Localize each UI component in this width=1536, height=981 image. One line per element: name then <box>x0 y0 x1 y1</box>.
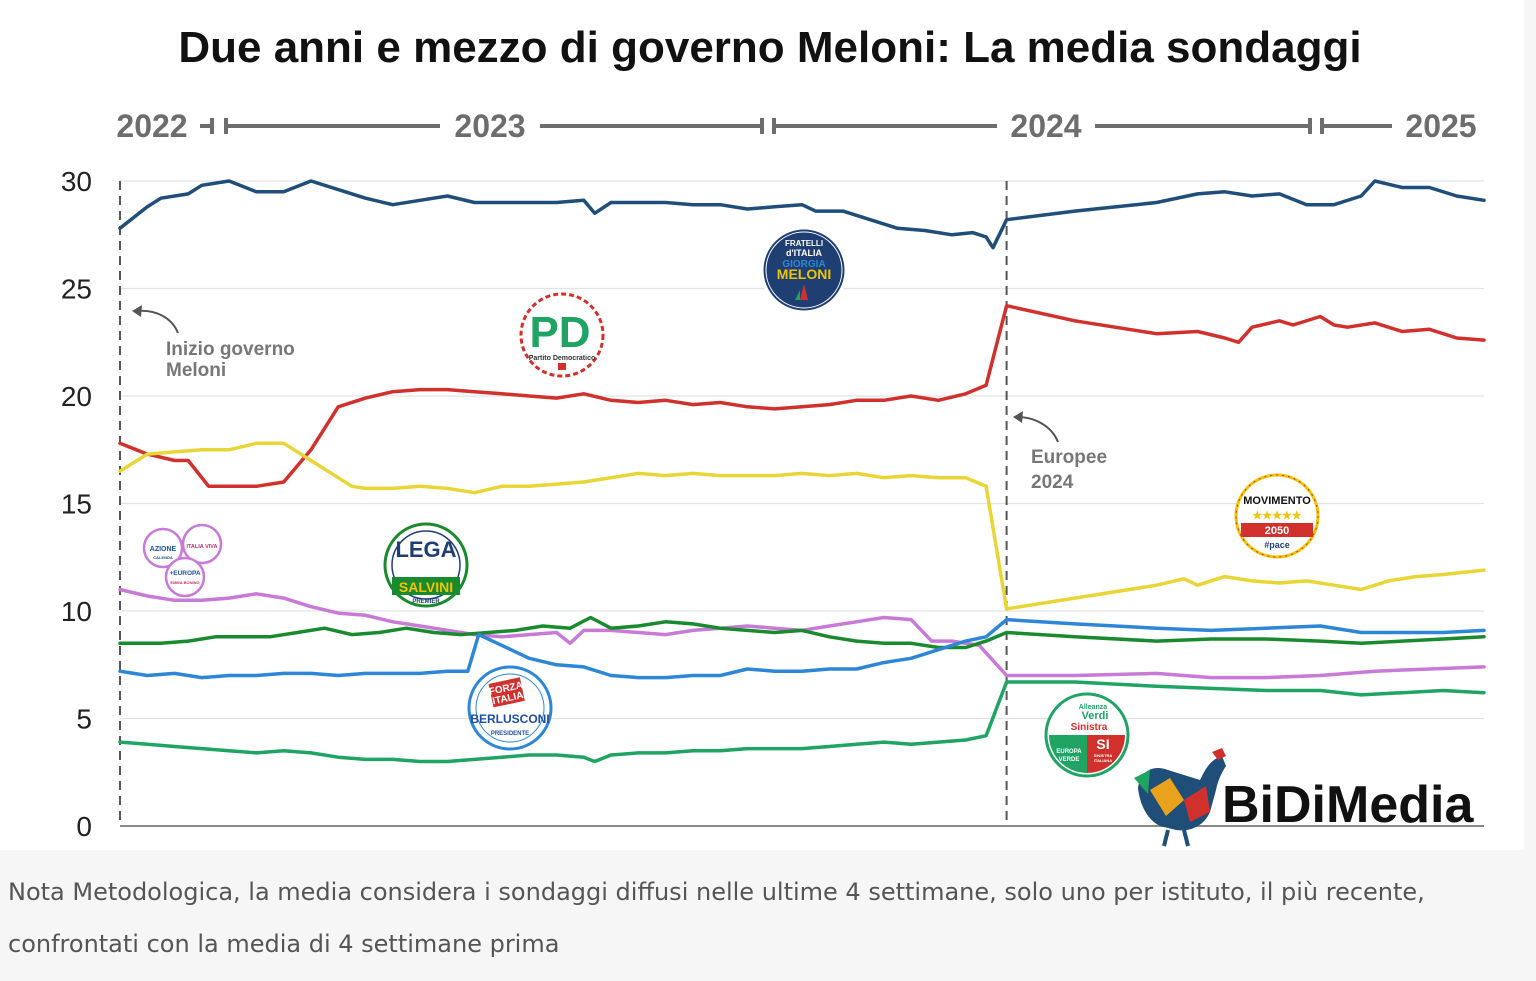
rooster-icon <box>1134 748 1226 847</box>
fdi-logo: FRATELLI d'ITALIA GIORGIA MELONI <box>760 226 848 314</box>
fdi-logo-line2: d'ITALIA <box>786 248 822 258</box>
y-tick-label-25: 25 <box>61 274 92 305</box>
avs-logo-line4: EUROPA <box>1056 749 1082 755</box>
year-label-2024: 2024 <box>1010 108 1081 144</box>
centro-logo-italiaviva: ITALIA VIVA <box>186 544 217 550</box>
timeline-bars <box>200 118 1392 134</box>
series-line-centro-logos <box>118 587 1486 680</box>
centro-logo-calenda: CALENDA <box>153 555 173 560</box>
lega-logo-line1: LEGA <box>395 537 456 562</box>
series-line-avs-logo <box>118 680 1486 764</box>
avs-logo: Alleanza Verdi Sinistra EUROPA VERDE SI … <box>1044 692 1130 778</box>
year-timeline: 2022 2023 2024 2025 <box>116 108 1476 144</box>
fi-logo: FORZA ITALIA BERLUSCONI PRESIDENTE <box>467 665 553 751</box>
lega-logo: LEGA SALVINI PREMIER <box>383 522 469 608</box>
series-line-lega-logo <box>118 615 1486 650</box>
annotation-europee: Europee 2024 <box>1013 411 1107 493</box>
annotation-inizio-governo: Inizio governo Meloni <box>132 305 295 381</box>
y-tick-label-20: 20 <box>61 381 92 412</box>
avs-logo-line1: Alleanza <box>1079 704 1108 711</box>
lega-logo-line2: SALVINI <box>399 579 453 595</box>
avs-logo-line8: ITALIANA <box>1094 758 1112 763</box>
m5s-logo-stars: ★★★★★ <box>1252 510 1301 522</box>
pd-logo-letters: PD <box>529 308 590 357</box>
avs-logo-line3: Sinistra <box>1071 722 1108 733</box>
series-line-m5s-logo <box>118 441 1486 611</box>
methodology-note: Nota Metodologica, la media considera i … <box>8 878 1425 958</box>
y-axis-ticks: 0 5 10 15 20 25 30 <box>61 166 92 842</box>
y-tick-label-10: 10 <box>61 596 92 627</box>
m5s-logo-line1: MOVIMENTO <box>1243 495 1311 507</box>
centro-logo-europa: +EUROPA <box>169 570 200 577</box>
avs-logo-line5: VERDE <box>1059 757 1080 763</box>
annotation-europee-line1: Europee <box>1031 447 1107 468</box>
annotation-inizio-line2: Meloni <box>166 360 226 381</box>
annotation-inizio-line1: Inizio governo <box>166 339 295 360</box>
bidimedia-logo: BiDiMedia <box>1134 748 1474 847</box>
pd-logo: PD Partito Democratico <box>519 292 605 378</box>
year-label-2025: 2025 <box>1405 108 1476 144</box>
brand-name: BiDiMedia <box>1222 776 1474 834</box>
avs-logo-line2: Verdi <box>1082 710 1109 722</box>
fdi-logo-line4: MELONI <box>777 266 831 282</box>
centro-logos: AZIONE CALENDA ITALIA VIVA +EUROPA EMMA … <box>142 523 223 598</box>
vertical-markers <box>119 181 1008 826</box>
chart-title: Due anni e mezzo di governo Meloni: La m… <box>178 23 1361 72</box>
centro-logo-bonino: EMMA BONINO <box>170 580 199 585</box>
y-tick-label-0: 0 <box>76 811 92 842</box>
fi-logo-line3: BERLUSCONI <box>470 712 549 726</box>
y-tick-label-30: 30 <box>61 166 92 197</box>
series-line-pd-logo <box>118 303 1486 489</box>
pd-logo-sub: Partito Democratico <box>529 355 596 362</box>
year-label-2023: 2023 <box>454 108 525 144</box>
chart: Due anni e mezzo di governo Meloni: La m… <box>61 23 1486 847</box>
centro-logo-azione: AZIONE <box>150 546 177 553</box>
m5s-logo: MOVIMENTO ★★★★★ 2050 #pace <box>1234 473 1320 559</box>
year-label-2022: 2022 <box>116 108 187 144</box>
annotation-europee-line2: 2024 <box>1031 472 1074 493</box>
y-tick-label-5: 5 <box>76 704 92 735</box>
m5s-logo-line3: 2050 <box>1265 525 1289 537</box>
series-lines <box>118 179 1486 764</box>
lega-logo-line3: PREMIER <box>412 599 440 605</box>
chart-card: Due anni e mezzo di governo Meloni: La m… <box>60 23 1486 847</box>
fdi-logo-line3: GIORGIA <box>782 259 825 270</box>
fdi-logo-line1: FRATELLI <box>785 239 823 248</box>
series-line-fdi-logo <box>118 179 1486 250</box>
series-line-fi-logo <box>118 617 1486 680</box>
m5s-logo-line4: #pace <box>1264 540 1290 550</box>
fi-logo-line4: PRESIDENTE <box>491 731 529 737</box>
avs-logo-line6: SI <box>1096 736 1109 752</box>
y-tick-label-15: 15 <box>61 489 92 520</box>
avs-logo-line7: SINISTRA <box>1094 753 1113 758</box>
